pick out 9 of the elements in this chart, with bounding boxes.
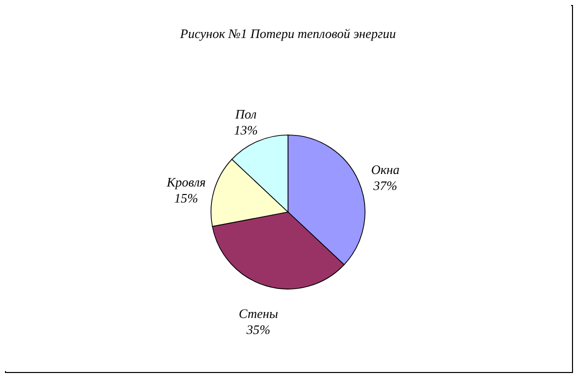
data-label: 35% bbox=[246, 322, 271, 337]
data-label: 15% bbox=[174, 190, 198, 206]
slice-label: Кровля bbox=[166, 174, 206, 190]
slice-label: Пол bbox=[234, 106, 257, 122]
chart-title: Рисунок №1 Потери тепловой энергии bbox=[179, 26, 396, 41]
data-label: 37% bbox=[372, 178, 398, 193]
data-label: 13% bbox=[234, 122, 258, 138]
slice-label: Стены bbox=[238, 306, 278, 321]
slice-label: Окна bbox=[371, 162, 400, 177]
